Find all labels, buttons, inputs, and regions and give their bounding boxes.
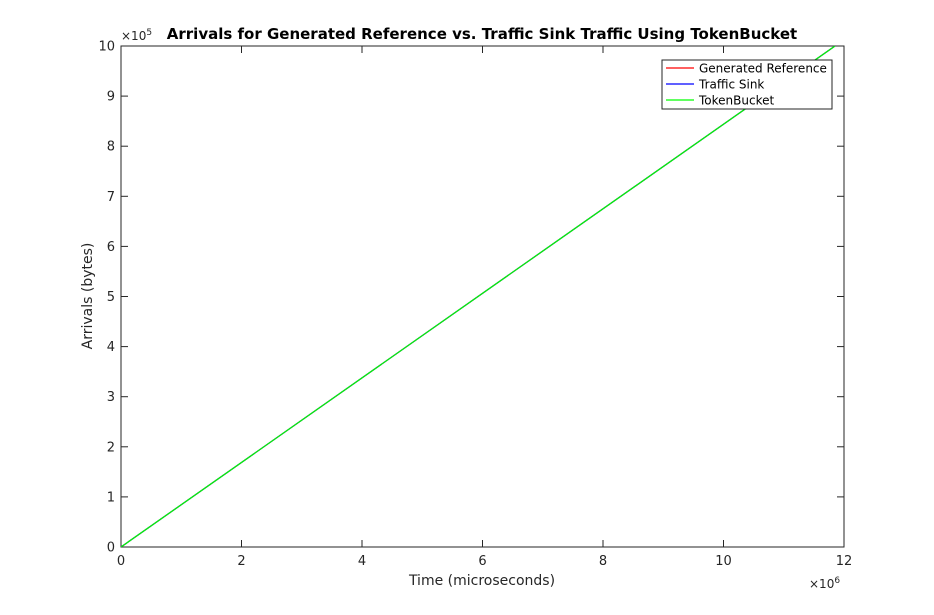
legend-label-tokenbucket: TokenBucket <box>698 94 774 108</box>
y-tick-label: 0 <box>107 541 115 556</box>
x-tick-label: 6 <box>478 554 486 569</box>
y-tick-label: 8 <box>107 140 115 155</box>
y-tick-label: 1 <box>107 490 115 505</box>
legend-label-traffic-sink: Traffic Sink <box>698 78 764 92</box>
y-axis-label: Arrivals (bytes) <box>80 243 96 350</box>
x-exponent-power: 6 <box>834 576 840 586</box>
legend: Generated Reference Traffic Sink TokenBuck… <box>661 59 833 110</box>
y-tick-label: 9 <box>107 90 115 105</box>
y-tick-label: 3 <box>107 390 115 405</box>
legend-items: Generated Reference Traffic Sink TokenBuck… <box>666 62 827 108</box>
chart-title: Arrivals for Generated Reference vs. Tra… <box>167 25 797 43</box>
legend-label-generated-reference: Generated Reference <box>699 62 827 76</box>
y-tick-label: 4 <box>107 340 115 355</box>
series-group <box>121 46 836 547</box>
x-tick-label: 2 <box>237 554 245 569</box>
y-exponent-power: 5 <box>146 28 152 38</box>
x-tick-label: 10 <box>715 554 732 569</box>
x-tick-label: 4 <box>358 554 366 569</box>
x-exponent-base: ×10 <box>809 577 834 591</box>
x-tick-label: 8 <box>599 554 607 569</box>
series-lines <box>121 46 836 547</box>
y-tick-label: 7 <box>107 190 115 205</box>
x-axis-label: Time (microseconds) <box>408 573 555 589</box>
x-exponent-label: ×106 <box>809 576 840 591</box>
series-line-tokenbucket <box>121 46 836 547</box>
y-tick-label: 10 <box>98 40 115 55</box>
y-tick-label: 2 <box>107 440 115 455</box>
x-tick-label: 0 <box>117 554 125 569</box>
plot-area <box>120 45 845 548</box>
x-tick-label: 12 <box>836 554 853 569</box>
y-exponent-base: ×10 <box>121 29 146 43</box>
y-tick-label: 6 <box>107 240 115 255</box>
y-tick-label: 5 <box>107 290 115 305</box>
y-exponent-label: ×105 <box>121 28 152 43</box>
